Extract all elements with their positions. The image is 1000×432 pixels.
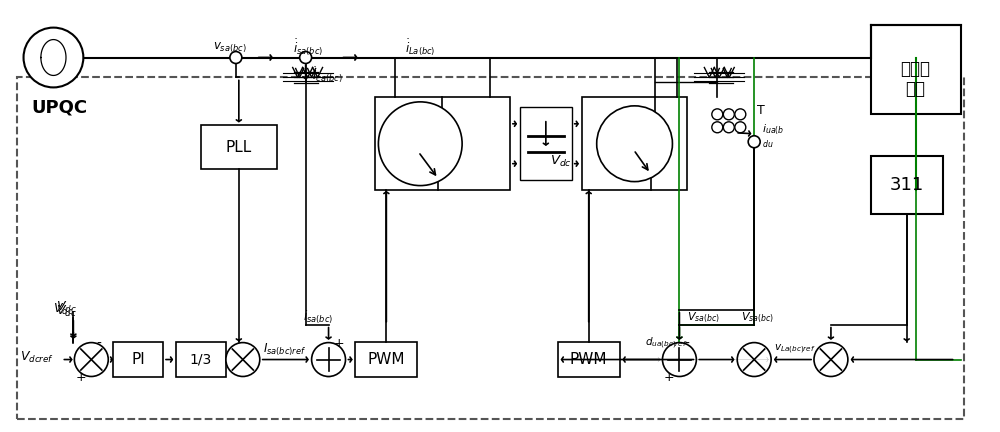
Text: 非线性
负载: 非线性 负载 — [901, 60, 931, 98]
Text: $\dot{i}_{sa(bc)}$: $\dot{i}_{sa(bc)}$ — [293, 37, 323, 58]
Bar — [375, 97, 510, 190]
Circle shape — [662, 343, 696, 376]
Text: $\dot{i}_{La(bc)}$: $\dot{i}_{La(bc)}$ — [405, 37, 436, 58]
Text: 311: 311 — [890, 176, 924, 194]
Bar — [355, 342, 417, 378]
Text: +: + — [334, 337, 344, 350]
Bar — [113, 342, 163, 378]
Circle shape — [226, 343, 260, 376]
Text: $V_{dcref}$: $V_{dcref}$ — [20, 350, 54, 365]
Circle shape — [814, 343, 848, 376]
Text: $\dot{I}_{ca(bc)}$: $\dot{I}_{ca(bc)}$ — [312, 66, 342, 86]
Text: $_{du}$: $_{du}$ — [762, 139, 774, 151]
Bar — [582, 97, 687, 190]
Circle shape — [74, 343, 108, 376]
Text: 1/3: 1/3 — [190, 353, 212, 366]
Text: +: + — [663, 371, 674, 384]
Text: $V_{dc}$: $V_{dc}$ — [53, 302, 74, 317]
Bar — [871, 25, 961, 114]
Circle shape — [748, 136, 760, 148]
Circle shape — [723, 109, 734, 120]
Circle shape — [735, 109, 746, 120]
Circle shape — [378, 102, 462, 186]
Text: $i_{ua(b}$: $i_{ua(b}$ — [762, 123, 785, 137]
Text: $v_{La(bc)ref}$: $v_{La(bc)ref}$ — [774, 343, 816, 356]
Text: $I_{sa(bc)ref}$: $I_{sa(bc)ref}$ — [263, 341, 306, 358]
Bar — [558, 342, 620, 378]
Text: PI: PI — [131, 352, 145, 367]
Circle shape — [597, 106, 672, 181]
Text: T: T — [757, 104, 765, 117]
Circle shape — [300, 51, 312, 64]
Text: -: - — [326, 371, 330, 384]
Bar — [176, 342, 226, 378]
Bar — [201, 125, 277, 169]
Text: $V_{sa(bc)}$: $V_{sa(bc)}$ — [687, 311, 720, 325]
Circle shape — [723, 122, 734, 133]
Text: $v_{sa(bc)}$: $v_{sa(bc)}$ — [213, 40, 247, 55]
Circle shape — [735, 122, 746, 133]
Text: PLL: PLL — [226, 140, 252, 155]
Circle shape — [24, 28, 83, 87]
Bar — [17, 77, 964, 419]
Circle shape — [712, 122, 723, 133]
Text: +: + — [75, 371, 86, 384]
Text: $V_{dc}$: $V_{dc}$ — [53, 302, 74, 317]
Text: $V_{dc}$: $V_{dc}$ — [56, 304, 77, 319]
Bar — [520, 107, 572, 180]
Text: UPQC: UPQC — [32, 98, 88, 116]
Text: PWM: PWM — [368, 352, 405, 367]
Circle shape — [312, 343, 345, 376]
Text: -: - — [684, 337, 689, 351]
Text: $i_{sa(bc)}$: $i_{sa(bc)}$ — [303, 309, 333, 326]
Text: $V_{sa(bc)}$: $V_{sa(bc)}$ — [741, 311, 774, 325]
Bar — [871, 156, 943, 214]
Text: $d_{ua(bc)ref}$: $d_{ua(bc)ref}$ — [645, 336, 687, 351]
Text: $V_{dc}$: $V_{dc}$ — [550, 154, 572, 169]
Text: -: - — [96, 337, 101, 351]
Circle shape — [737, 343, 771, 376]
Circle shape — [230, 51, 242, 64]
Text: $V_{dc}$: $V_{dc}$ — [56, 300, 77, 315]
Text: PWM: PWM — [570, 352, 607, 367]
Circle shape — [712, 109, 723, 120]
